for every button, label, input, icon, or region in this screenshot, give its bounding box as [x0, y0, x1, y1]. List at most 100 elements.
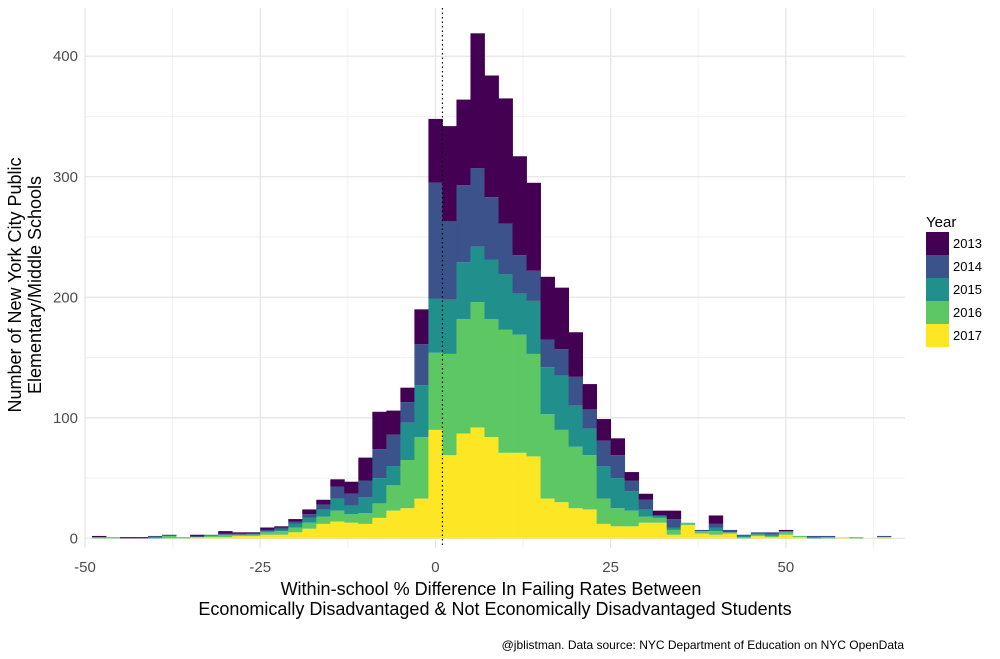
bar-segment-2017: [218, 537, 233, 539]
legend-swatch-2016: [926, 301, 949, 324]
bar-segment-2014: [610, 455, 626, 479]
bar-segment-2015: [246, 533, 261, 535]
legend-label-2013: 2013: [953, 236, 982, 251]
bar-segment-2015: [764, 534, 780, 536]
bar-segment-2017: [694, 533, 710, 539]
bar-segment-2015: [442, 299, 457, 354]
bar-segment-2014: [442, 221, 457, 300]
bar-segment-2013: [638, 493, 654, 500]
bar-segment-2016: [484, 318, 499, 438]
x-axis-ticks: -50 -25 0 25 50: [74, 559, 794, 576]
bar-segment-2017: [666, 534, 682, 539]
bar-segment-2015: [358, 497, 373, 514]
bar-segment-2013: [92, 535, 107, 538]
bar-segment-2016: [106, 537, 121, 539]
bar-segment-2016: [218, 534, 233, 538]
bar-segment-2014: [554, 349, 569, 376]
bar-segment-2013: [484, 75, 499, 198]
bar-segment-2013: [400, 387, 415, 403]
bar-segment-2014: [708, 523, 724, 528]
bar-segment-2017: [204, 537, 219, 539]
bar-segment-2013: [386, 410, 401, 435]
bar-segment-2016: [722, 532, 738, 534]
bar-segment-2015: [372, 478, 387, 504]
bar-segment-2016: [708, 531, 724, 535]
bar-segment-2016: [204, 535, 219, 538]
bar-segment-2015: [708, 527, 724, 532]
bar-segment-2013: [778, 529, 794, 532]
bar-segment-2016: [428, 352, 443, 430]
bar-segment-2015: [400, 422, 415, 461]
bar-segment-2013: [134, 537, 149, 539]
bar-segment-2017: [722, 533, 738, 539]
bar-segment-2014: [162, 534, 177, 536]
bar-segment-2017: [274, 534, 289, 539]
bar-segment-2013: [316, 499, 331, 505]
x-tick-label: 50: [778, 559, 795, 576]
y-tick-label: 300: [53, 169, 78, 186]
legend-label-2017: 2017: [953, 328, 982, 343]
bar-segment-2016: [624, 510, 640, 527]
bar-segment-2016: [526, 353, 541, 457]
bar-segment-2016: [232, 534, 247, 536]
legend-swatch-2013: [926, 232, 949, 255]
bar-segment-2014: [414, 344, 429, 386]
bar-segment-2017: [428, 429, 443, 539]
bar-segment-2015: [344, 505, 359, 515]
bar-segment-2016: [330, 510, 345, 522]
bar-segment-2015: [204, 534, 219, 536]
bar-segment-2014: [568, 376, 584, 406]
bar-segment-2016: [764, 535, 780, 538]
bar-segment-2013: [568, 332, 584, 377]
bar-segment-2017: [470, 427, 485, 539]
bar-segment-2014: [638, 499, 654, 510]
bar-segment-2017: [652, 522, 668, 539]
bar-segment-2017: [484, 437, 499, 539]
bar-segment-2017: [610, 526, 626, 539]
bar-segment-2017: [316, 523, 331, 539]
bar-segment-2014: [540, 339, 555, 368]
bar-segment-2013: [302, 509, 317, 515]
bar-segment-2013: [330, 479, 345, 487]
bar-segment-2017: [540, 498, 555, 539]
bar-segment-2014: [764, 532, 780, 535]
bar-segment-2017: [512, 452, 527, 539]
bar-segment-2014: [316, 504, 331, 510]
bar-segment-2016: [792, 535, 808, 538]
legend-label-2015: 2015: [953, 282, 982, 297]
bar-segment-2013: [498, 98, 513, 224]
bar-segment-2015: [582, 428, 598, 456]
bar-segment-2014: [288, 521, 303, 524]
bar-segment-2014: [722, 529, 738, 533]
bar-segment-2016: [400, 460, 415, 509]
bar-segment-2017: [680, 525, 696, 539]
bar-segment-2014: [666, 519, 682, 528]
bar-segment-2015: [428, 298, 443, 353]
bar-segment-2013: [596, 419, 612, 441]
x-tick-label: 25: [602, 559, 619, 576]
bar-segment-2017: [778, 534, 794, 539]
bar-segment-2013: [344, 481, 359, 494]
bar-segment-2016: [652, 517, 668, 523]
bar-segment-2015: [540, 367, 555, 415]
bar-segment-2013: [288, 519, 303, 522]
legend-label-2014: 2014: [953, 259, 982, 274]
bar-segment-2013: [190, 534, 205, 536]
bar-segment-2015: [652, 515, 668, 518]
bar-segment-2014: [274, 527, 289, 530]
bar-segment-2014: [876, 535, 892, 538]
histogram-bars: [92, 33, 892, 539]
bar-segment-2013: [666, 510, 682, 520]
y-axis-ticks: 0 100 200 300 400: [53, 48, 78, 547]
bar-segment-2015: [316, 509, 331, 517]
bar-segment-2014: [694, 529, 710, 532]
bar-segment-2014: [358, 480, 373, 498]
bar-segment-2013: [554, 287, 569, 350]
bar-segment-2014: [470, 168, 485, 247]
bar-segment-2014: [386, 434, 401, 467]
bar-segment-2017: [526, 456, 541, 539]
bar-segment-2016: [848, 537, 864, 539]
bar-segment-2014: [484, 197, 499, 260]
bar-segment-2015: [750, 533, 766, 535]
